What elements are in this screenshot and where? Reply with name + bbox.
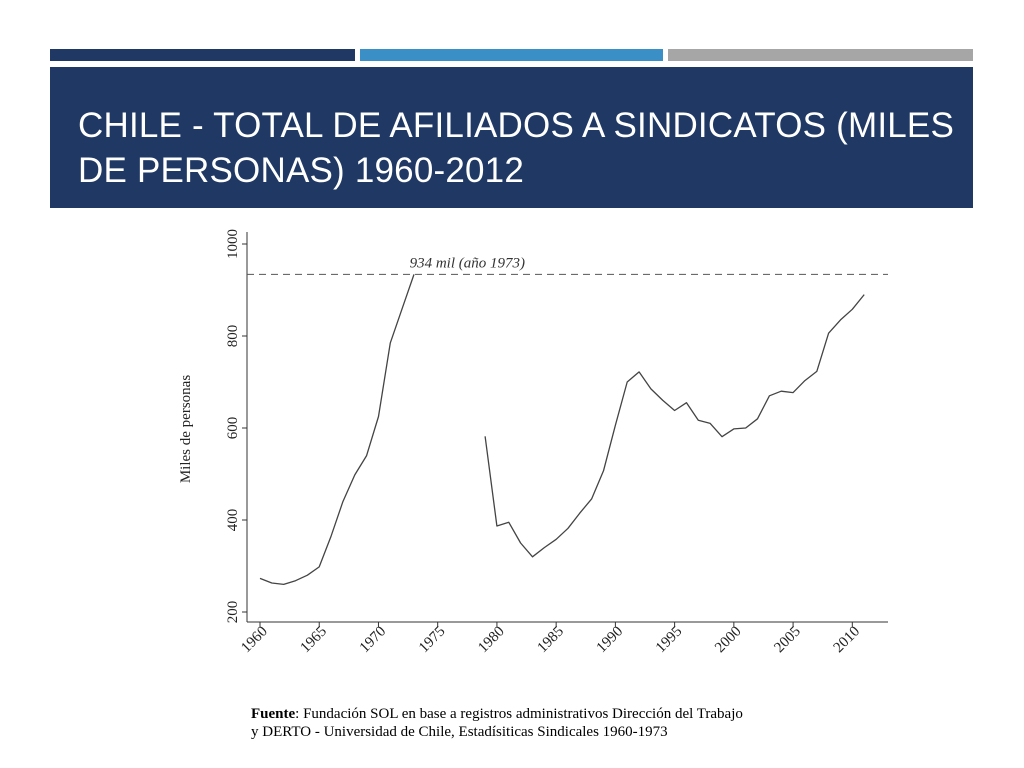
y-tick-label: 200 <box>225 601 241 624</box>
x-tick-label: 1980 <box>475 624 508 657</box>
axis-ticks: 200 400 600 800 1000 1960 1965 1970 1975 1980 1985… <box>225 229 863 656</box>
source-text-line1: : Fundación SOL en base a registros admi… <box>295 706 743 722</box>
x-tick-label: 2005 <box>771 624 804 657</box>
x-tick-label: 2000 <box>712 624 745 657</box>
title-banner: Chile - Total de afiliados a sindicatos … <box>50 67 973 208</box>
x-tick-label: 1975 <box>416 624 449 657</box>
accent-bar-light-blue <box>360 49 663 61</box>
series-line-segment-1 <box>259 274 415 586</box>
x-tick-label: 1985 <box>534 624 567 657</box>
union-membership-line-chart: 200 400 600 800 1000 1960 1965 1970 1975 1980 1985… <box>178 229 888 656</box>
series-line-segment-2 <box>484 294 865 558</box>
y-axis-label: Miles de personas <box>178 375 194 483</box>
x-tick-label: 1960 <box>238 624 271 657</box>
x-tick-label: 1990 <box>594 624 627 657</box>
x-tick-label: 1970 <box>357 624 390 657</box>
y-tick-label: 400 <box>225 509 241 532</box>
x-tick-label: 1995 <box>653 624 686 657</box>
y-tick-label: 600 <box>225 417 241 440</box>
y-tick-label: 800 <box>225 325 241 348</box>
source-label: Fuente <box>251 706 296 722</box>
source-note: Fuente: Fundación SOL en base a registro… <box>251 705 931 741</box>
accent-bar-gray <box>668 49 973 61</box>
x-tick-label: 1965 <box>298 624 331 657</box>
source-text-line2: y DERTO - Universidad de Chile, Estadísi… <box>251 724 668 740</box>
slide-title: Chile - Total de afiliados a sindicatos … <box>78 106 955 190</box>
accent-bar-dark-blue <box>50 49 355 61</box>
y-tick-label: 1000 <box>225 229 241 259</box>
axes <box>246 232 888 623</box>
series-lines <box>259 274 865 586</box>
x-tick-label: 2010 <box>831 624 864 657</box>
reference-line-group: 934 mil (año 1973) <box>247 255 888 275</box>
reference-line-label: 934 mil (año 1973) <box>410 255 525 271</box>
